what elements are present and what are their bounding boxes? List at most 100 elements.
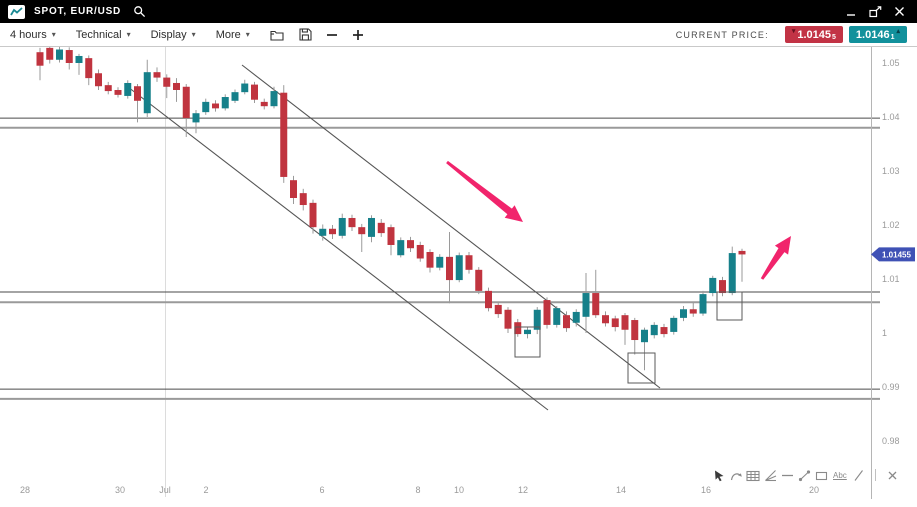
candle-bull <box>709 277 717 294</box>
y-axis-label: 0.99 <box>882 382 900 392</box>
y-axis-label: 1.04 <box>882 112 900 122</box>
tool-pointer-icon[interactable] <box>712 468 726 482</box>
chart-canvas[interactable]: 1.05 1.04 1.03 1.02 1.01 1 0.99 0.98 28 30 Jul 2 6 8 1… <box>0 47 917 507</box>
timeframe-dropdown[interactable]: 4 hours ▾ <box>10 29 56 41</box>
candle-bear <box>348 217 356 228</box>
minimize-button[interactable] <box>846 6 857 17</box>
candle-bear <box>163 77 171 87</box>
trend-line[interactable] <box>241 64 661 389</box>
current-price-label: CURRENT PRICE: <box>675 29 769 40</box>
x-axis-label: 10 <box>454 485 464 495</box>
tool-horizontal-line-icon[interactable] <box>780 468 794 482</box>
candle-bear <box>280 92 288 177</box>
technical-dropdown[interactable]: Technical ▾ <box>76 29 131 41</box>
x-axis-label: 6 <box>319 485 324 495</box>
zoom-in-icon[interactable] <box>352 29 364 41</box>
current-price-tag <box>871 247 915 262</box>
current-price-panel: CURRENT PRICE: ▾ 1.0145 5 1.0146 1 ▴ <box>676 26 907 43</box>
candle-bull <box>436 256 444 268</box>
sell-price-fraction: 5 <box>832 34 836 41</box>
candle-bull <box>553 308 561 325</box>
candle-bull <box>699 294 707 314</box>
tool-rectangle-icon[interactable] <box>814 468 828 482</box>
y-axis-label: 1 <box>882 328 887 338</box>
tool-trend-segment-icon[interactable] <box>797 468 811 482</box>
candle-bull <box>202 101 210 113</box>
candle-bear <box>738 250 746 255</box>
candle-bear <box>621 315 629 330</box>
candle-bull <box>241 83 249 93</box>
annotation-box[interactable] <box>514 326 541 358</box>
annotation-arrow[interactable] <box>446 160 523 222</box>
candle-bear <box>504 309 512 329</box>
candle-bear <box>563 315 570 329</box>
open-folder-icon[interactable] <box>270 28 285 41</box>
trend-line[interactable] <box>127 86 549 411</box>
candle-bull <box>728 253 736 294</box>
search-icon[interactable] <box>133 5 146 18</box>
candle-bear <box>631 320 639 341</box>
x-axis-label: 14 <box>616 485 626 495</box>
candle-bull <box>270 91 278 107</box>
display-dropdown[interactable]: Display ▾ <box>151 29 196 41</box>
candle-bull <box>670 317 678 332</box>
candle-bull <box>650 324 658 336</box>
candle-bull <box>533 309 541 330</box>
candle-bull <box>680 309 687 318</box>
annotation-arrow[interactable] <box>760 236 791 280</box>
drawing-toolbar: Abc <box>712 468 900 482</box>
candle-bear <box>182 86 190 119</box>
candle-bear <box>543 300 551 325</box>
x-axis-label: 30 <box>115 485 125 495</box>
candle-bear <box>475 269 483 291</box>
sell-price-button[interactable]: ▾ 1.0145 5 <box>784 26 843 43</box>
buy-price-button[interactable]: 1.0146 1 ▴ <box>848 26 907 43</box>
toolbar-separator <box>869 468 883 482</box>
sell-price-value: 1.0145 <box>797 28 832 41</box>
candle-bear <box>465 255 473 270</box>
candle-bull <box>338 217 346 236</box>
y-axis-label: 0.98 <box>882 436 900 446</box>
candle-bear <box>95 73 102 87</box>
popout-button[interactable] <box>869 5 882 18</box>
more-label: More <box>215 28 241 41</box>
candle-bear <box>387 227 395 245</box>
chevron-down-icon: ▾ <box>245 30 250 39</box>
candle-bear <box>719 280 726 294</box>
candle-bear <box>309 202 317 228</box>
save-icon[interactable] <box>299 28 312 41</box>
close-button[interactable] <box>894 6 905 17</box>
technical-label: Technical <box>75 28 122 41</box>
candle-bear <box>358 227 366 235</box>
chart-toolbar: 4 hours ▾ Technical ▾ Display ▾ More ▾ <box>0 23 917 47</box>
candle-bull <box>56 49 63 60</box>
buy-price-value: 1.0146 <box>855 28 890 41</box>
candle-bear <box>329 228 336 235</box>
tool-curved-arrow-icon[interactable] <box>729 468 743 482</box>
tool-text-icon[interactable]: Abc <box>833 470 847 480</box>
title-bar: SPOT, EUR/USD <box>0 0 917 23</box>
tool-remove-icon[interactable] <box>886 468 900 482</box>
more-dropdown[interactable]: More ▾ <box>216 29 250 41</box>
annotation-box[interactable] <box>627 352 656 384</box>
candle-bear <box>660 327 668 335</box>
arrow-down-icon: ▾ <box>791 27 796 35</box>
tool-trend-angles-icon[interactable] <box>763 468 777 482</box>
candle-bull <box>192 113 200 123</box>
tool-fib-grid-icon[interactable] <box>746 468 760 482</box>
x-axis-label: 2 <box>203 485 208 495</box>
candle-bull <box>368 217 375 237</box>
candle-bull <box>319 228 327 236</box>
candle-bear <box>611 318 619 328</box>
y-axis-label: 1.05 <box>882 58 900 68</box>
y-axis-label: 1.02 <box>882 220 900 230</box>
x-axis-label: 8 <box>415 485 420 495</box>
x-axis-label: Jul <box>159 485 171 495</box>
timeframe-label: 4 hours <box>10 28 47 41</box>
candle-bear <box>212 103 219 109</box>
app-logo-icon <box>8 4 25 19</box>
annotation-box[interactable] <box>716 291 743 321</box>
zoom-out-icon[interactable] <box>326 29 338 41</box>
tool-ray-icon[interactable] <box>852 468 866 482</box>
